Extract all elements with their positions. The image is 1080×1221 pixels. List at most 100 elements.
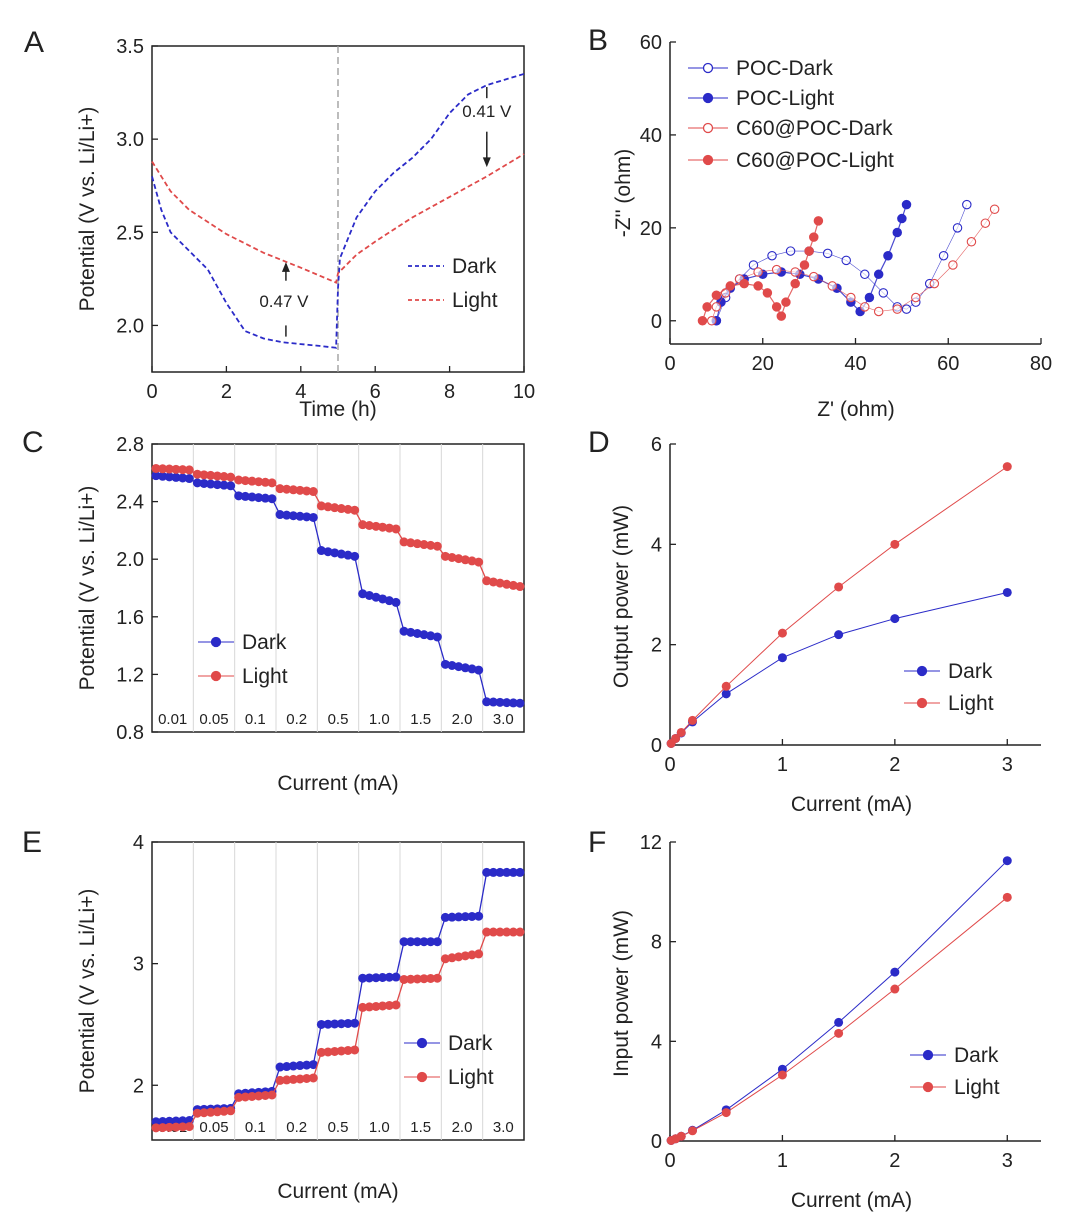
panel-A-xtick-label: 10 <box>513 381 535 403</box>
panel-B-ytick-label: 60 <box>640 32 662 54</box>
panel-E-data-point <box>384 972 394 982</box>
panel-C-data-point <box>323 502 333 512</box>
panel-B-ylabel: -Z'' (ohm) <box>612 149 635 238</box>
panel-B-data-point <box>762 288 773 298</box>
panel-C-data-point <box>254 493 264 503</box>
panel-C-data-point <box>460 663 470 673</box>
panel-C-data-point <box>226 472 236 482</box>
panel-B-data-point <box>697 316 708 326</box>
panel-C-data-point <box>192 469 202 479</box>
panel-C-ylabel: Potential (V vs. Li/Li+) <box>76 486 99 691</box>
panel-E-data-point <box>406 974 416 984</box>
panel-B-data-point <box>706 316 717 326</box>
panel-B-data-point <box>809 271 819 282</box>
panel-C-data-point <box>275 510 285 520</box>
panel-E-legend-marker <box>416 1071 428 1083</box>
panel-E-data-point <box>474 949 484 959</box>
panel-E-data-point <box>460 912 470 922</box>
panel-D-data-point <box>834 630 844 640</box>
panel-B-data-point <box>767 250 777 261</box>
panel-E-data-point <box>440 912 450 922</box>
panel-C-data-point <box>240 476 250 486</box>
panel-B-data-point <box>989 204 1000 215</box>
panel-C-data-point <box>419 630 429 640</box>
panel-C-data-point <box>406 538 416 548</box>
panel-E-series-light-line <box>155 931 520 1129</box>
panel-C-data-point <box>199 470 209 480</box>
panel-C-data-point <box>432 541 442 551</box>
panel-C-data-point <box>467 556 477 566</box>
panel-E-data-point <box>432 937 442 947</box>
panel-E-data-point <box>282 1062 292 1072</box>
panel-E-data-point <box>330 1046 340 1056</box>
panel-C-data-point <box>364 521 374 531</box>
panel-E-data-point <box>330 1019 340 1029</box>
panel-E-data-point <box>267 1090 277 1100</box>
panel-A-xtick-label: 6 <box>370 381 381 403</box>
panel-D-data-point <box>676 727 686 737</box>
panel-C-data-point <box>212 480 222 490</box>
panel-E-data-point <box>358 1002 368 1012</box>
panel-D-data-point <box>890 614 900 624</box>
panel-E-data-point <box>502 927 512 937</box>
panel-B-data-point <box>790 278 800 289</box>
panel-E-data-point <box>343 1018 353 1028</box>
panel-F-data-point <box>834 1028 844 1038</box>
panel-C-data-point <box>447 552 457 562</box>
panel-C-data-point <box>164 464 174 474</box>
panel-E-data-point <box>275 1062 285 1072</box>
panel-B-data-point <box>771 264 782 275</box>
panel-C-data-point <box>412 629 422 639</box>
panel-F-ytick-label: 0 <box>651 1131 662 1153</box>
panel-C-data-point <box>419 540 429 550</box>
panel-C-data-point <box>260 493 270 503</box>
panel-D-ylabel: Output power (mW) <box>610 505 633 688</box>
panel-B-xtick-label: 80 <box>1030 353 1052 375</box>
panel-E-data-point <box>350 1045 360 1055</box>
panel-E-data-point <box>412 937 422 947</box>
panel-B-data-point <box>878 288 889 298</box>
panel-E-data-point <box>302 1073 312 1083</box>
panel-C-data-point <box>474 557 484 567</box>
panel-D-legend-label: Dark <box>948 660 993 683</box>
panel-B-data-point <box>962 199 972 210</box>
panel-E-data-point <box>447 953 457 963</box>
panel-F-data-point <box>890 984 900 994</box>
panel-E-category-label: 0.5 <box>328 1119 349 1136</box>
panel-B-legend-label: POC-Light <box>736 87 834 110</box>
panel-C-data-point <box>454 554 464 564</box>
panel-B-data-point <box>966 237 977 247</box>
panel-C-data-point <box>206 479 216 489</box>
panel-D-data-point <box>721 689 731 699</box>
panel-E-data-point <box>308 1073 318 1083</box>
panel-C-data-point <box>316 501 326 511</box>
panel-C-category-label: 0.1 <box>245 711 266 728</box>
panel-C-legend-marker <box>210 670 222 682</box>
panel-B-data-point <box>804 246 814 256</box>
panel-E-data-point <box>316 1047 326 1057</box>
panel-B-data-point <box>711 290 722 300</box>
panel-F-data-point <box>1002 856 1012 866</box>
panel-E-data-point <box>219 1106 229 1116</box>
panel-B-xtick-label: 40 <box>844 353 866 375</box>
panel-C-data-point <box>267 494 277 504</box>
panel-E-data-point <box>275 1075 285 1085</box>
panel-E-data-point <box>240 1092 250 1102</box>
panel-C-data-point <box>432 632 442 642</box>
panel-B-data-point <box>892 304 902 314</box>
panel-B-data-point <box>702 302 712 312</box>
panel-C-data-point <box>178 473 188 483</box>
panel-C-category-label: 0.5 <box>328 711 349 728</box>
panel-C-data-point <box>171 464 181 474</box>
panel-C-data-point <box>282 510 292 520</box>
panel-E-data-point <box>323 1047 333 1057</box>
panel-B-xlabel: Z' (ohm) <box>817 398 895 421</box>
panel-F-xtick-label: 1 <box>777 1150 788 1172</box>
panel-B-xtick-label: 60 <box>937 353 959 375</box>
panel-B-data-point <box>929 278 940 289</box>
panel-E-data-point <box>288 1061 298 1071</box>
panel-B-xtick-label: 0 <box>664 353 675 375</box>
panel-B-data-point <box>711 302 722 312</box>
panel-C-data-point <box>240 491 250 501</box>
panel-A-ytick-label: 3.5 <box>116 36 144 58</box>
